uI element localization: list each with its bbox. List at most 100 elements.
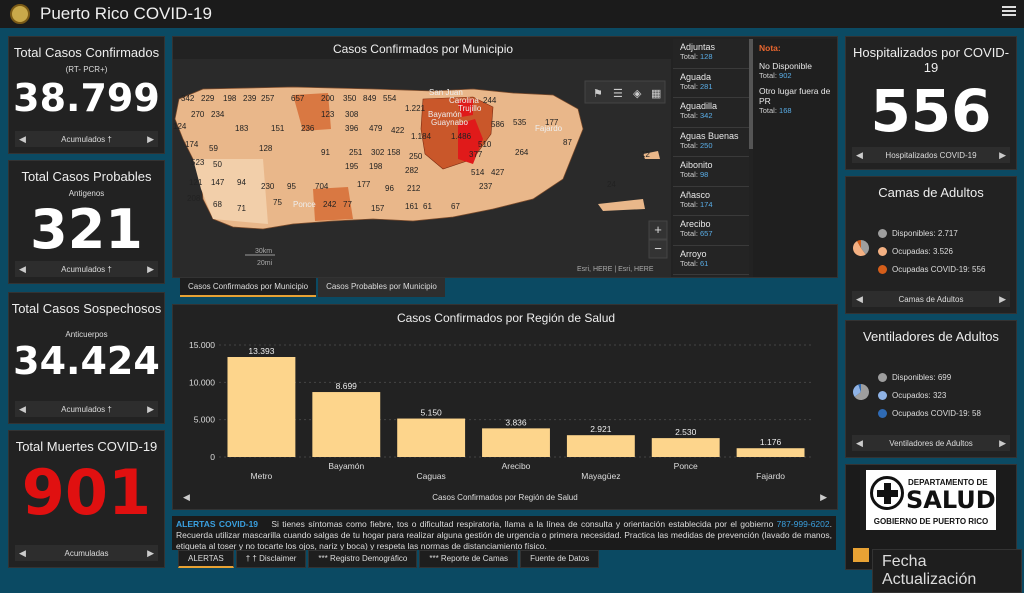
card-nav-label: Acumulados † [61, 404, 112, 414]
next-arrow-icon[interactable]: ▶ [147, 403, 154, 414]
tab-probables-municipio[interactable]: Casos Probables por Municipio [318, 278, 445, 297]
card-title: Ventiladores de Adultos [863, 329, 999, 344]
bar[interactable] [482, 428, 550, 457]
next-arrow-icon[interactable]: ▶ [999, 437, 1006, 448]
municipio-item[interactable]: Aguas Buenas Total: 250 [673, 128, 749, 157]
municipio-map-label: Ponce [293, 200, 316, 209]
bar[interactable] [227, 356, 296, 457]
card-title: Total Muertes COVID-19 [15, 439, 158, 454]
next-arrow-icon[interactable]: ▶ [820, 491, 827, 502]
legend-disponibles: Disponibles: 699 [878, 373, 981, 382]
bar[interactable] [736, 448, 805, 457]
municipio-map-label: 123 [321, 110, 335, 119]
bar[interactable] [312, 392, 381, 457]
total-label: Total: [680, 199, 701, 209]
card-nav-label: Camas de Adultos [898, 294, 964, 304]
prev-arrow-icon[interactable]: ◀ [19, 263, 26, 274]
note-item-total: Total: 902 [759, 71, 831, 80]
municipio-map-label: 128 [259, 144, 273, 153]
legend-disponibles: Disponibles: 2.717 [878, 229, 985, 238]
card-title: Total Casos Confirmados [13, 45, 160, 60]
top-bar: Puerto Rico COVID-19 [0, 0, 1024, 28]
municipio-item[interactable]: Añasco Total: 174 [673, 187, 749, 216]
municipio-item[interactable]: Aibonito Total: 98 [673, 157, 749, 187]
tab-alertas[interactable]: ALERTAS [178, 550, 234, 568]
zoom-in-button[interactable] [648, 220, 668, 240]
tab-registro-demografico[interactable]: *** Registro Demográfico [308, 550, 418, 568]
municipio-map-label: 200 [321, 94, 335, 103]
alert-phone[interactable]: 787-999-6202 [776, 519, 830, 529]
municipio-map-label: 377 [469, 150, 483, 159]
zoom-out-button[interactable] [648, 239, 668, 259]
prev-arrow-icon[interactable]: ◀ [856, 293, 863, 304]
card-muertes: Total Muertes COVID-19 901 ◀ Acumuladas … [8, 430, 165, 568]
next-arrow-icon[interactable]: ▶ [147, 133, 154, 144]
municipio-item[interactable]: Aguadilla Total: 342 [673, 98, 749, 128]
municipio-name: Añasco [680, 189, 711, 200]
prev-arrow-icon[interactable]: ◀ [856, 437, 863, 448]
bar[interactable] [651, 438, 720, 457]
municipio-item[interactable]: Arroyo Total: 61 [673, 246, 749, 275]
prev-arrow-icon[interactable]: ◀ [19, 133, 26, 144]
pie-slice [857, 240, 861, 248]
municipio-name: Arroyo [680, 248, 707, 259]
list-icon[interactable]: ☰ [613, 88, 623, 100]
bar[interactable] [397, 418, 466, 457]
municipio-map-label: 523 [191, 158, 205, 167]
update-indicator [853, 548, 869, 562]
legend-label: Ocupados: [892, 391, 931, 400]
legend-swatch [878, 265, 887, 274]
municipio-total: Total: 657 [680, 229, 749, 238]
tab-confirmados-municipio[interactable]: Casos Confirmados por Municipio [180, 278, 317, 297]
legend-label: Disponibles: [892, 229, 936, 238]
municipio-map-label: 75 [273, 198, 282, 207]
update-date-tab[interactable]: Fecha Actualización [872, 549, 1022, 593]
next-arrow-icon[interactable]: ▶ [999, 293, 1006, 304]
y-tick-label: 10.000 [189, 377, 215, 387]
prev-arrow-icon[interactable]: ◀ [856, 149, 863, 160]
next-arrow-icon[interactable]: ▶ [147, 547, 154, 558]
municipio-list[interactable]: Adjuntas Total: 128 Aguada Total: 281 Aguadi… [673, 39, 749, 277]
card-nav: ◀ Ventiladores de Adultos ▶ [852, 435, 1010, 451]
basemap-icon[interactable]: ▦ [651, 88, 661, 100]
municipio-item[interactable]: Aguada Total: 281 [673, 69, 749, 98]
camas-pie-chart [853, 240, 869, 256]
scale-km: 30km [255, 248, 272, 255]
next-arrow-icon[interactable]: ▶ [147, 263, 154, 274]
prev-arrow-icon[interactable]: ◀ [183, 491, 190, 502]
legend-swatch [878, 373, 887, 382]
municipio-map-label: 270 [191, 110, 205, 119]
scrollbar[interactable] [749, 39, 753, 149]
ponce-hotspot [313, 187, 353, 221]
pie-slice [854, 384, 869, 400]
card-title: Total Casos Probables [21, 169, 152, 184]
municipio-map-label: 195 [345, 162, 359, 171]
municipio-map-label: 12 [641, 150, 650, 159]
prev-arrow-icon[interactable]: ◀ [19, 547, 26, 558]
tab-fuente-datos[interactable]: Fuente de Datos [520, 550, 600, 568]
municipio-map-label: 174 [185, 140, 199, 149]
zoom-in-label: + [654, 222, 662, 237]
x-tick-label: Ponce [674, 461, 698, 471]
prev-arrow-icon[interactable]: ◀ [19, 403, 26, 414]
municipio-map-label: 158 [387, 148, 401, 157]
municipio-map-label: 61 [423, 202, 432, 211]
bookmark-icon[interactable]: ⚑ [593, 88, 603, 100]
confirmed-count: 38.799 [13, 76, 160, 120]
card-nav: ◀ Acumulados † ▶ [15, 131, 158, 147]
alert-heading: ALERTAS COVID-19 [176, 519, 259, 529]
bar[interactable] [566, 435, 635, 457]
layers-icon[interactable]: ◈ [633, 88, 642, 100]
municipio-item[interactable]: Adjuntas Total: 128 [673, 39, 749, 69]
arecibo-hotspot [293, 93, 331, 131]
municipio-total: Total: 250 [680, 141, 749, 150]
municipio-map-label: 1.221 [405, 104, 426, 113]
hamburger-menu-icon[interactable] [1002, 4, 1016, 18]
data-label: 8.699 [336, 381, 358, 391]
municipio-item[interactable]: Arecibo Total: 657 [673, 216, 749, 246]
municipio-total: Total: 128 [680, 52, 749, 61]
next-arrow-icon[interactable]: ▶ [999, 149, 1006, 160]
tab-reporte-camas[interactable]: *** Reporte de Camas [419, 550, 519, 568]
tab-disclaimer[interactable]: † † Disclaimer [235, 550, 307, 568]
